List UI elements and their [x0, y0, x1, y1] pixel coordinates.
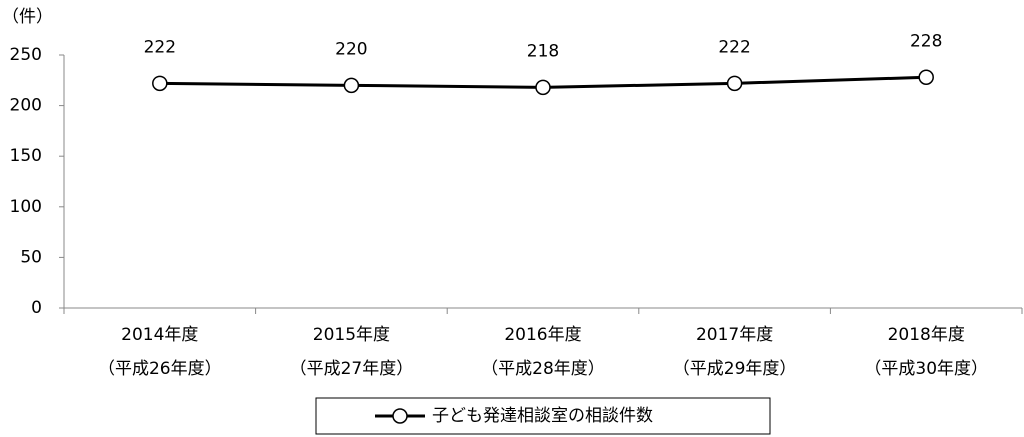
marker: [152, 75, 168, 92]
marker: [726, 75, 743, 92]
legend-label: 子ども発達相談室の相談件数: [432, 406, 653, 426]
x-tick-label: （平成29年度）: [673, 359, 797, 379]
legend-marker: [392, 408, 408, 424]
data-label: 220: [335, 39, 367, 59]
marker: [918, 69, 934, 86]
marker: [343, 77, 360, 94]
y-axis-label: （件）: [2, 7, 53, 27]
marker: [535, 79, 551, 96]
x-tick-label: （平成30年度）: [864, 359, 988, 379]
x-tick-label: 2017年度: [696, 325, 773, 345]
x-tick-label: 2016年度: [504, 325, 581, 345]
x-tick-label: 2018年度: [888, 325, 965, 345]
y-tick-label: 200: [10, 96, 42, 116]
x-tick-label: 2014年度: [121, 325, 198, 345]
data-label: 228: [910, 31, 942, 51]
y-tick-label: 250: [10, 45, 42, 65]
x-tick-label: 2015年度: [313, 325, 390, 345]
y-tick-label: 150: [10, 146, 42, 166]
y-tick-label: 50: [20, 247, 42, 267]
x-tick-label: （平成28年度）: [481, 359, 605, 379]
data-label: 222: [718, 37, 750, 57]
data-label: 222: [144, 37, 176, 57]
x-tick-label: （平成26年度）: [98, 359, 222, 379]
y-tick-label: 100: [10, 197, 42, 217]
y-tick-label: 0: [31, 298, 42, 318]
x-tick-label: （平成27年度）: [290, 359, 414, 379]
data-label: 218: [527, 41, 559, 61]
